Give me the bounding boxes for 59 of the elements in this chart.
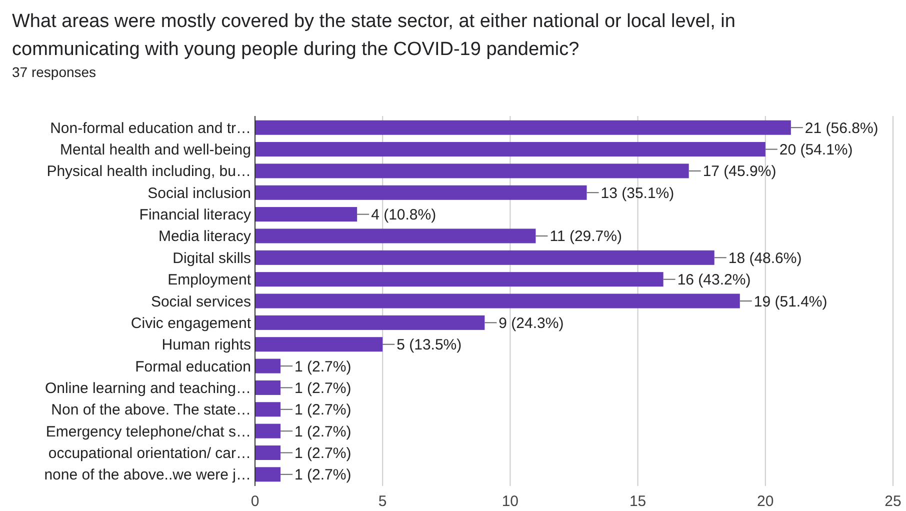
bar bbox=[255, 424, 281, 438]
x-tick-label: 15 bbox=[629, 493, 646, 510]
bar bbox=[255, 315, 485, 330]
x-tick-label: 20 bbox=[757, 493, 774, 510]
y-tick-label: Employment bbox=[168, 272, 252, 289]
x-tick-label: 10 bbox=[502, 493, 519, 510]
data-label: 21 (56.8%) bbox=[804, 120, 878, 137]
bar bbox=[255, 358, 281, 374]
y-tick-label: Social services bbox=[150, 293, 251, 310]
data-label: 18 (48.6%) bbox=[728, 250, 802, 267]
y-tick-label: none of the above..we were j… bbox=[44, 466, 251, 484]
data-label: 1 (2.7%) bbox=[294, 380, 352, 397]
bar bbox=[255, 337, 383, 352]
x-tick-label: 5 bbox=[378, 493, 387, 510]
data-label: 1 (2.7%) bbox=[294, 444, 352, 462]
y-tick-label: Human rights bbox=[162, 336, 251, 354]
chart-title: What areas were mostly covered by the state sector, at either national or local level, in communicating with young people during the COVID-19 pandemic? bbox=[12, 11, 736, 60]
y-tick-label: Emergency telephone/chat s… bbox=[46, 423, 251, 440]
bar bbox=[255, 402, 281, 417]
x-tick-label: 0 bbox=[250, 493, 260, 510]
y-tick-label: Non of the above. The state… bbox=[51, 402, 251, 419]
bar bbox=[255, 294, 740, 308]
bar bbox=[255, 380, 281, 395]
y-tick-label: Non-formal education and tr… bbox=[50, 120, 251, 137]
y-tick-label: Social inclusion bbox=[148, 184, 251, 202]
bar bbox=[255, 272, 664, 287]
x-tick-label: 25 bbox=[884, 493, 902, 510]
data-label: 4 (10.8%) bbox=[371, 206, 436, 224]
y-tick-label: occupational orientation/ car… bbox=[48, 444, 251, 462]
bar bbox=[255, 250, 714, 265]
data-label: 19 (51.4%) bbox=[754, 293, 828, 310]
y-tick-label: Physical health including, bu… bbox=[46, 163, 251, 180]
data-label: 13 (35.1%) bbox=[600, 184, 674, 202]
bar bbox=[255, 120, 791, 135]
y-tick-label: Financial literacy bbox=[139, 206, 252, 224]
data-label: 17 (45.9%) bbox=[702, 163, 776, 180]
bar bbox=[255, 467, 281, 482]
y-tick-label: Digital skills bbox=[172, 250, 251, 267]
bar bbox=[255, 228, 536, 244]
y-tick-label: Online learning and teaching… bbox=[45, 380, 251, 397]
data-label: 9 (24.3%) bbox=[498, 314, 564, 332]
bar bbox=[255, 164, 689, 178]
data-label: 5 (13.5%) bbox=[396, 336, 462, 354]
data-label: 16 (43.2%) bbox=[677, 272, 751, 289]
y-tick-label: Mental health and well-being bbox=[60, 142, 251, 159]
data-label: 1 (2.7%) bbox=[294, 402, 352, 419]
y-tick-label: Formal education bbox=[135, 358, 251, 376]
data-label: 20 (54.1%) bbox=[779, 142, 853, 159]
data-label: 1 (2.7%) bbox=[294, 423, 352, 440]
bar bbox=[255, 445, 281, 460]
text: 37 responses bbox=[12, 64, 96, 80]
bar bbox=[255, 207, 358, 222]
bar bbox=[255, 142, 766, 157]
y-tick-label: Civic engagement bbox=[130, 314, 252, 332]
data-label: 11 (29.7%) bbox=[550, 228, 622, 246]
bar bbox=[255, 185, 587, 200]
y-tick-label: Media literacy bbox=[158, 228, 252, 246]
data-label: 1 (2.7%) bbox=[294, 466, 352, 484]
data-label: 1 (2.7%) bbox=[294, 358, 352, 376]
